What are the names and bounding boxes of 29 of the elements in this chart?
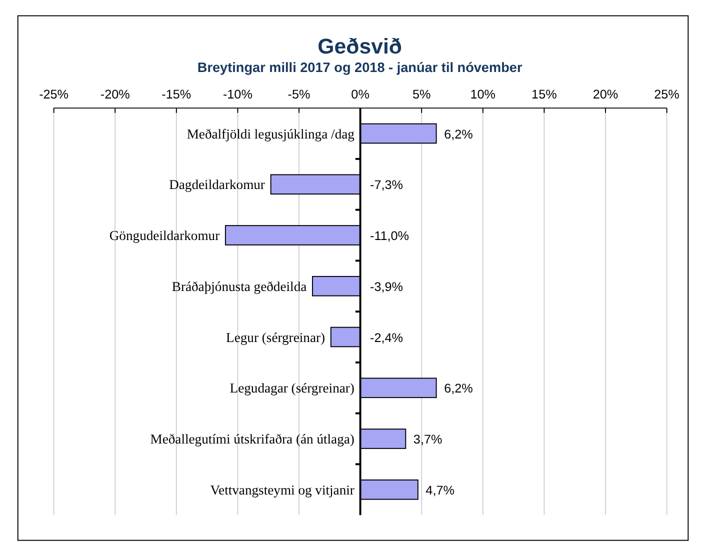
x-tick-label: -15% (162, 87, 192, 102)
y-tick-label: Meðallegutími útskrifaðra (án útlaga) (150, 432, 354, 447)
y-tick-label: Legudagar (sérgreinar) (230, 380, 354, 396)
y-tick-label: Vettvangsteymi og vitjanir (210, 482, 355, 498)
data-label: -2,4% (370, 330, 403, 345)
data-label: 6,2% (444, 382, 473, 396)
x-tick-label: -10% (222, 87, 252, 102)
x-tick-label: -25% (39, 87, 69, 102)
y-tick-label: Meðalfjöldi legusjúklinga /dag (186, 126, 355, 142)
data-label: 3,7% (413, 432, 442, 447)
chart-subtitle: Breytingar milli 2017 og 2018 - janúar til nóvember (197, 60, 523, 76)
y-tick-label: Dagdeildarkomur (169, 177, 266, 192)
data-label: -3,9% (370, 280, 403, 294)
data-label: -11,0% (370, 229, 410, 244)
data-label: -7,3% (370, 178, 403, 192)
x-tick-label: 20% (592, 87, 618, 102)
x-tick-label: -20% (100, 87, 130, 102)
chart-title: Geðsvið (318, 34, 402, 59)
y-tick-label: Göngudeildarkomur (109, 228, 220, 244)
x-tick-label: 5% (412, 87, 431, 102)
x-tick-label: 0% (351, 87, 370, 102)
data-label: 4,7% (426, 484, 454, 498)
x-tick-label: 15% (532, 87, 557, 102)
x-tick-label: -5% (288, 87, 310, 102)
x-tick-label: 25% (654, 87, 680, 102)
x-tick-label: 10% (470, 87, 496, 102)
y-tick-label: Legur (sérgreinar) (226, 330, 326, 345)
y-tick-label: Bráðaþjónusta geðdeilda (172, 278, 307, 294)
data-label: 6,2% (444, 127, 473, 142)
